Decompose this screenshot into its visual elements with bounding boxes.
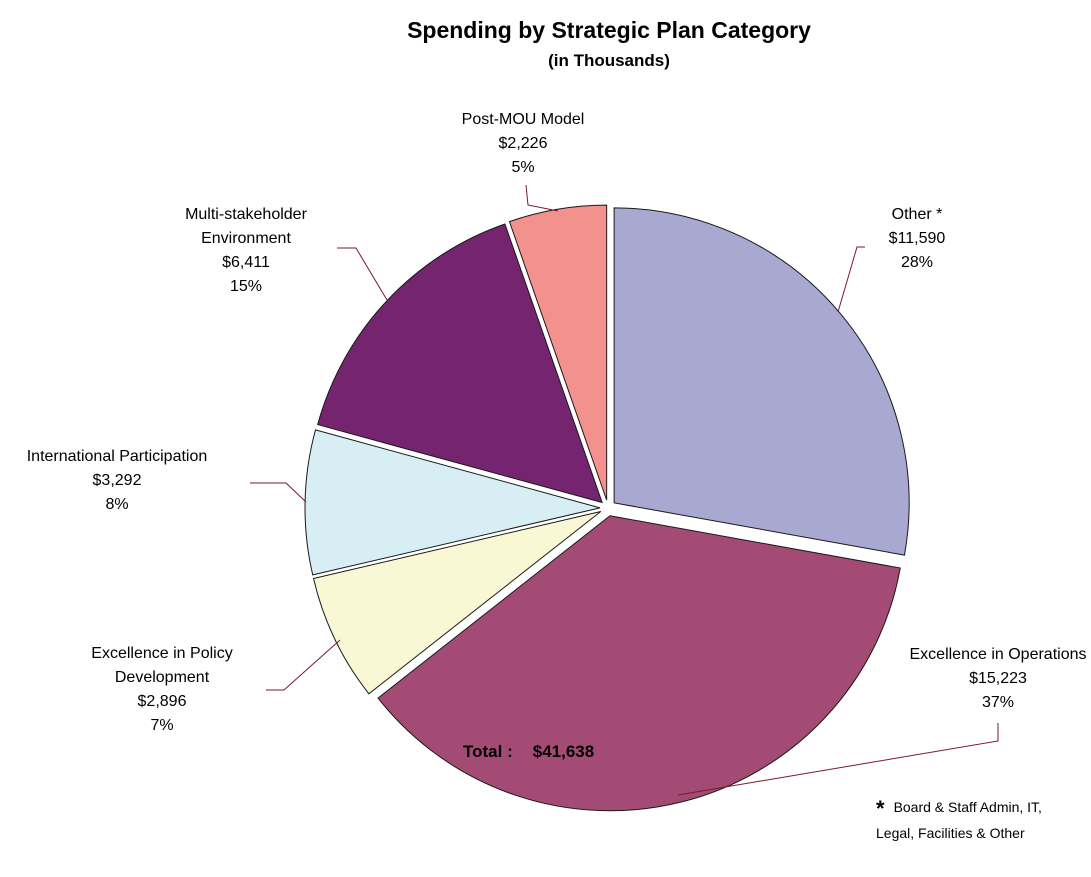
slice-percent-label-1: 37% (982, 694, 1014, 711)
slice-value-label-0: $11,590 (889, 230, 946, 247)
leader-line-3 (250, 482, 307, 503)
slice-percent-label-2: 7% (150, 717, 173, 734)
slice-name-label-5-0: Post-MOU Model (462, 111, 585, 128)
slice-percent-label-4: 15% (230, 278, 262, 295)
chart-title: Spending by Strategic Plan Category (407, 17, 811, 43)
footnote-asterisk: * (876, 796, 885, 821)
slice-value-label-3: $3,292 (93, 472, 142, 489)
slice-name-label-0-0: Other * (892, 206, 943, 223)
footnote: * Board & Staff Admin, IT, Legal, Facilit… (876, 795, 1042, 845)
leader-line-5 (525, 184, 559, 212)
slice-labels: Other * $11,590 28% Excellence in Operation… (27, 111, 1087, 734)
leader-line-1 (677, 723, 999, 796)
pie-slice-4 (317, 223, 603, 504)
slice-name-label-3-0: International Participation (27, 448, 208, 465)
slice-percent-label-0: 28% (901, 254, 933, 271)
pie-slice-2 (312, 510, 602, 695)
slice-value-label-1: $15,223 (969, 670, 1027, 687)
leader-line-2 (266, 639, 341, 691)
leader-lines (250, 184, 999, 796)
slice-name-label-1-0: Excellence in Operations (910, 646, 1087, 663)
slice-value-label-4: $6,411 (222, 254, 270, 271)
chart-subtitle: (in Thousands) (548, 51, 670, 70)
pie-slice-5 (508, 204, 608, 501)
slice-percent-label-3: 8% (105, 496, 128, 513)
slice-name-label-2-1: Development (115, 669, 210, 686)
footnote-line-2: Legal, Facilities & Other (876, 825, 1025, 841)
slice-percent-label-5: 5% (511, 159, 534, 176)
footnote-line-1: Board & Staff Admin, IT, (893, 799, 1042, 815)
leader-line-0 (837, 246, 865, 313)
slice-name-label-4-1: Environment (201, 230, 291, 247)
pie-slice-3 (304, 429, 601, 576)
slice-name-label-4-0: Multi-stakeholder (185, 206, 308, 223)
slice-value-label-5: $2,226 (499, 135, 548, 152)
slice-name-label-2-0: Excellence in Policy (91, 645, 232, 662)
pie-slices (304, 204, 910, 812)
slice-value-label-2: $2,896 (138, 693, 187, 710)
pie-slice-0 (613, 207, 910, 556)
pie-slice-1 (377, 515, 901, 812)
leader-line-4 (337, 247, 388, 301)
